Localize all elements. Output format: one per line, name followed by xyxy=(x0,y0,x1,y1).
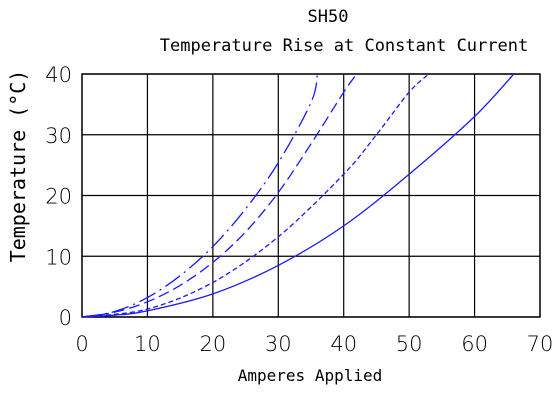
x-tick-label: 50 xyxy=(396,332,423,356)
x-tick-label: 20 xyxy=(199,332,226,356)
y-tick-label: 40 xyxy=(45,63,72,87)
x-tick-labels: 0 10 20 30 40 50 60 70 xyxy=(75,332,553,356)
series-line-long-dash xyxy=(81,73,358,318)
series-line-short-dash xyxy=(81,73,430,318)
y-tick-label: 0 xyxy=(59,306,72,330)
series-line-long-short-dash xyxy=(81,73,319,318)
x-tick-label: 0 xyxy=(75,332,88,356)
y-tick-label: 20 xyxy=(45,185,72,209)
series-lines xyxy=(81,73,515,318)
y-tick-labels: 0 10 20 30 40 xyxy=(45,63,72,330)
x-tick-label: 60 xyxy=(461,332,488,356)
grid xyxy=(81,73,541,318)
series-line-solid xyxy=(81,73,515,318)
x-tick-label: 30 xyxy=(265,332,292,356)
x-tick-label: 40 xyxy=(330,332,357,356)
x-axis-label: Amperes Applied xyxy=(238,366,383,385)
y-tick-label: 30 xyxy=(45,124,72,148)
y-tick-label: 10 xyxy=(45,245,72,269)
x-tick-label: 70 xyxy=(527,332,554,356)
plot-frame xyxy=(81,73,541,318)
y-axis-label: Temperature (°C) xyxy=(6,70,30,263)
chart-title: SH50 xyxy=(308,7,349,27)
chart-subtitle: Temperature Rise at Constant Current xyxy=(160,36,528,56)
x-tick-label: 10 xyxy=(134,332,161,356)
